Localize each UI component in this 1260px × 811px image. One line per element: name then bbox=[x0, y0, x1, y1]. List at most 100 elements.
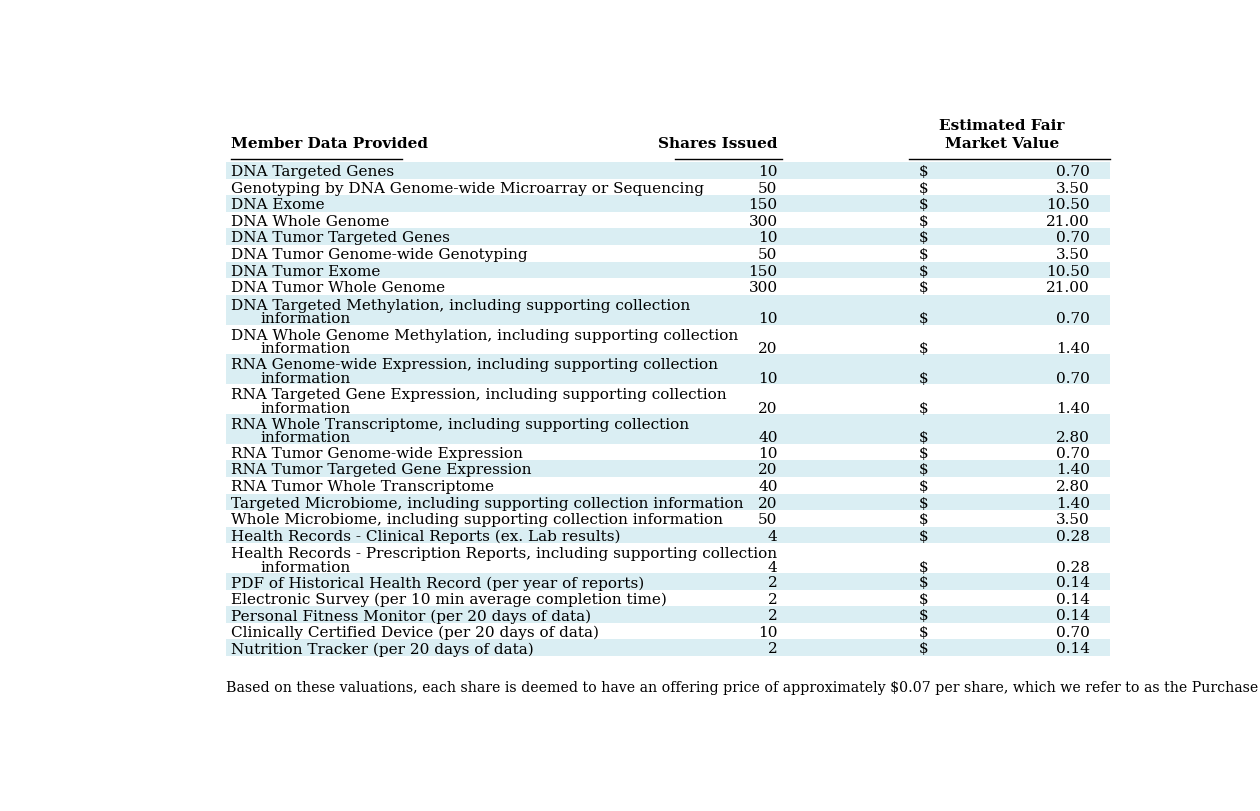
Text: $: $ bbox=[920, 264, 929, 278]
Bar bbox=[226, 573, 1110, 590]
Text: 0.70: 0.70 bbox=[1056, 231, 1090, 245]
Text: DNA Whole Genome: DNA Whole Genome bbox=[231, 215, 389, 229]
Text: Personal Fitness Monitor (per 20 days of data): Personal Fitness Monitor (per 20 days of… bbox=[231, 608, 591, 623]
Text: 0.70: 0.70 bbox=[1056, 446, 1090, 461]
Text: Health Records - Prescription Reports, including supporting collection: Health Records - Prescription Reports, i… bbox=[231, 547, 777, 560]
Text: $: $ bbox=[920, 513, 929, 526]
Text: 0.28: 0.28 bbox=[1056, 560, 1090, 574]
Text: Market Value: Market Value bbox=[945, 137, 1060, 151]
Text: $: $ bbox=[920, 401, 929, 415]
Text: 150: 150 bbox=[748, 198, 777, 212]
Text: 20: 20 bbox=[759, 496, 777, 510]
Text: 10: 10 bbox=[759, 371, 777, 385]
Text: $: $ bbox=[920, 576, 929, 590]
Text: 2: 2 bbox=[767, 608, 777, 623]
Text: 300: 300 bbox=[748, 215, 777, 229]
Text: $: $ bbox=[920, 165, 929, 179]
Bar bbox=[226, 295, 1110, 325]
Text: 150: 150 bbox=[748, 264, 777, 278]
Text: DNA Targeted Genes: DNA Targeted Genes bbox=[231, 165, 394, 179]
Text: Genotyping by DNA Genome-wide Microarray or Sequencing: Genotyping by DNA Genome-wide Microarray… bbox=[231, 182, 704, 195]
Text: RNA Whole Transcriptome, including supporting collection: RNA Whole Transcriptome, including suppo… bbox=[231, 418, 689, 431]
Text: 40: 40 bbox=[759, 431, 777, 445]
Text: information: information bbox=[260, 401, 350, 415]
Text: information: information bbox=[260, 341, 350, 355]
Text: 3.50: 3.50 bbox=[1056, 247, 1090, 262]
Text: RNA Targeted Gene Expression, including supporting collection: RNA Targeted Gene Expression, including … bbox=[231, 388, 726, 401]
Bar bbox=[226, 494, 1110, 511]
Text: 1.40: 1.40 bbox=[1056, 341, 1090, 355]
Text: $: $ bbox=[920, 431, 929, 445]
Text: information: information bbox=[260, 431, 350, 445]
Text: 3.50: 3.50 bbox=[1056, 513, 1090, 526]
Text: 40: 40 bbox=[759, 479, 777, 493]
Text: DNA Tumor Whole Genome: DNA Tumor Whole Genome bbox=[231, 281, 445, 294]
Text: $: $ bbox=[920, 560, 929, 574]
Text: information: information bbox=[260, 560, 350, 574]
Text: 10: 10 bbox=[759, 231, 777, 245]
Text: 0.14: 0.14 bbox=[1056, 642, 1090, 655]
Text: $: $ bbox=[920, 311, 929, 326]
Bar bbox=[226, 262, 1110, 279]
Text: 10: 10 bbox=[759, 625, 777, 639]
Text: $: $ bbox=[920, 198, 929, 212]
Text: RNA Tumor Whole Transcriptome: RNA Tumor Whole Transcriptome bbox=[231, 479, 494, 493]
Text: $: $ bbox=[920, 592, 929, 606]
Text: 0.70: 0.70 bbox=[1056, 625, 1090, 639]
Text: PDF of Historical Health Record (per year of reports): PDF of Historical Health Record (per yea… bbox=[231, 576, 644, 590]
Text: $: $ bbox=[920, 496, 929, 510]
Text: $: $ bbox=[920, 231, 929, 245]
Text: information: information bbox=[260, 311, 350, 326]
Text: 3.50: 3.50 bbox=[1056, 182, 1090, 195]
Text: 20: 20 bbox=[759, 401, 777, 415]
Text: DNA Tumor Targeted Genes: DNA Tumor Targeted Genes bbox=[231, 231, 450, 245]
Text: DNA Targeted Methylation, including supporting collection: DNA Targeted Methylation, including supp… bbox=[231, 298, 690, 312]
Text: 2.80: 2.80 bbox=[1056, 479, 1090, 493]
Bar bbox=[226, 196, 1110, 212]
Text: 2.80: 2.80 bbox=[1056, 431, 1090, 445]
Text: DNA Tumor Genome-wide Genotyping: DNA Tumor Genome-wide Genotyping bbox=[231, 247, 528, 262]
Text: 1.40: 1.40 bbox=[1056, 496, 1090, 510]
Text: 0.70: 0.70 bbox=[1056, 311, 1090, 326]
Bar bbox=[226, 230, 1110, 246]
Text: $: $ bbox=[920, 608, 929, 623]
Text: Electronic Survey (per 10 min average completion time): Electronic Survey (per 10 min average co… bbox=[231, 592, 667, 607]
Text: 1.40: 1.40 bbox=[1056, 463, 1090, 477]
Text: 21.00: 21.00 bbox=[1046, 281, 1090, 294]
Text: 50: 50 bbox=[759, 247, 777, 262]
Text: $: $ bbox=[920, 642, 929, 655]
Bar bbox=[226, 355, 1110, 384]
Text: $: $ bbox=[920, 247, 929, 262]
Text: $: $ bbox=[920, 182, 929, 195]
Text: 0.14: 0.14 bbox=[1056, 576, 1090, 590]
Text: information: information bbox=[260, 371, 350, 385]
Text: Estimated Fair: Estimated Fair bbox=[940, 119, 1065, 133]
Text: $: $ bbox=[920, 281, 929, 294]
Text: 10.50: 10.50 bbox=[1047, 198, 1090, 212]
Bar bbox=[226, 461, 1110, 478]
Bar bbox=[226, 607, 1110, 623]
Text: 0.70: 0.70 bbox=[1056, 371, 1090, 385]
Text: 300: 300 bbox=[748, 281, 777, 294]
Text: 20: 20 bbox=[759, 341, 777, 355]
Text: 20: 20 bbox=[759, 463, 777, 477]
Bar bbox=[226, 640, 1110, 656]
Text: 0.14: 0.14 bbox=[1056, 608, 1090, 623]
Text: Clinically Certified Device (per 20 days of data): Clinically Certified Device (per 20 days… bbox=[231, 625, 598, 639]
Text: Targeted Microbiome, including supporting collection information: Targeted Microbiome, including supportin… bbox=[231, 496, 743, 510]
Text: $: $ bbox=[920, 625, 929, 639]
Text: 0.70: 0.70 bbox=[1056, 165, 1090, 179]
Text: 10.50: 10.50 bbox=[1047, 264, 1090, 278]
Text: 2: 2 bbox=[767, 642, 777, 655]
Text: $: $ bbox=[920, 463, 929, 477]
Text: Health Records - Clinical Reports (ex. Lab results): Health Records - Clinical Reports (ex. L… bbox=[231, 529, 620, 543]
Text: DNA Whole Genome Methylation, including supporting collection: DNA Whole Genome Methylation, including … bbox=[231, 328, 738, 342]
Text: 50: 50 bbox=[759, 513, 777, 526]
Text: Member Data Provided: Member Data Provided bbox=[231, 137, 427, 151]
Bar bbox=[226, 414, 1110, 444]
Text: 4: 4 bbox=[767, 560, 777, 574]
Text: 2: 2 bbox=[767, 576, 777, 590]
Text: RNA Tumor Genome-wide Expression: RNA Tumor Genome-wide Expression bbox=[231, 446, 523, 461]
Text: $: $ bbox=[920, 479, 929, 493]
Text: 50: 50 bbox=[759, 182, 777, 195]
